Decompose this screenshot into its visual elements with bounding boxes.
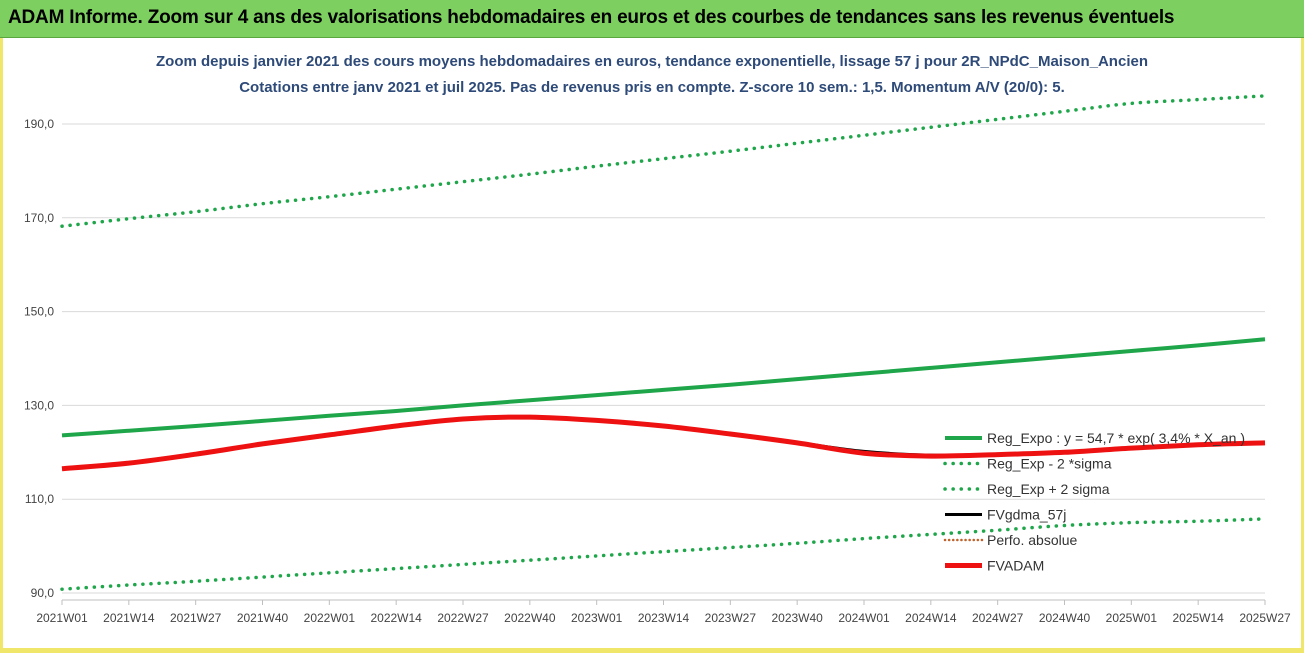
chart-title-line2: Cotations entre janv 2021 et juil 2025. … (239, 79, 1065, 96)
legend-label: Perfo. absolue (987, 532, 1077, 548)
legend-label: Reg_Exp - 2 *sigma (987, 456, 1112, 472)
series (60, 94, 1267, 591)
x-tick-label: 2021W27 (170, 611, 222, 625)
x-tick-label: 2024W01 (838, 611, 890, 625)
x-tick-label: 2022W14 (370, 611, 422, 625)
x-tick-label: 2021W01 (36, 611, 88, 625)
y-tick-label: 110,0 (25, 492, 54, 506)
x-tick-label: 2024W40 (1039, 611, 1091, 625)
y-tick-label: 130,0 (24, 398, 54, 412)
x-tick-label: 2022W27 (437, 611, 489, 625)
y-tick-label: 150,0 (24, 305, 54, 319)
series-line-1 (60, 517, 1267, 591)
y-axis: 90,0 110,0 130,0 150,0 170,0 190,0 (24, 117, 54, 600)
grid (62, 123, 1265, 594)
x-tick-label: 2023W14 (638, 611, 690, 625)
x-axis: 2021W01 2021W14 2021W27 2021W40 2022W01 2022W… (36, 599, 1291, 625)
report-title: ADAM Informe. Zoom sur 4 ans des valoris… (8, 7, 1175, 28)
x-tick-label: 2024W14 (905, 611, 957, 625)
x-tick-label: 2022W40 (504, 611, 556, 625)
x-tick-label: 2024W27 (972, 611, 1024, 625)
x-tick-label: 2022W01 (304, 611, 356, 625)
chart-title-line1: Zoom depuis janvier 2021 des cours moyen… (156, 53, 1148, 70)
series-line-5 (61, 414, 1266, 472)
x-tick-label: 2025W27 (1239, 611, 1291, 625)
right-border (1301, 38, 1304, 653)
legend: Reg_Expo : y = 54,7 * exp( 3,4% * X_an )… (943, 430, 1245, 574)
x-tick-label: 2021W40 (237, 611, 289, 625)
series-line-0 (61, 337, 1266, 438)
y-tick-label: 170,0 (24, 211, 54, 225)
x-tick-label: 2023W27 (705, 611, 757, 625)
header-bar: ADAM Informe. Zoom sur 4 ans des valoris… (0, 0, 1304, 38)
legend-label: FVADAM (987, 558, 1044, 574)
x-tick-label: 2021W14 (103, 611, 155, 625)
x-tick-label: 2023W01 (571, 611, 623, 625)
bottom-border (0, 648, 1304, 653)
x-tick-label: 2025W14 (1172, 611, 1224, 625)
left-border (0, 38, 3, 653)
y-tick-label: 190,0 (24, 117, 54, 131)
x-tick-label: 2023W40 (771, 611, 823, 625)
legend-label: FVgdma_57j (987, 507, 1066, 523)
legend-label: Reg_Exp + 2 sigma (987, 481, 1110, 497)
series-line-2 (60, 94, 1267, 228)
legend-label: Reg_Expo : y = 54,7 * exp( 3,4% * X_an ) (987, 430, 1245, 446)
y-tick-label: 90,0 (31, 586, 55, 600)
x-tick-label: 2025W01 (1106, 611, 1158, 625)
